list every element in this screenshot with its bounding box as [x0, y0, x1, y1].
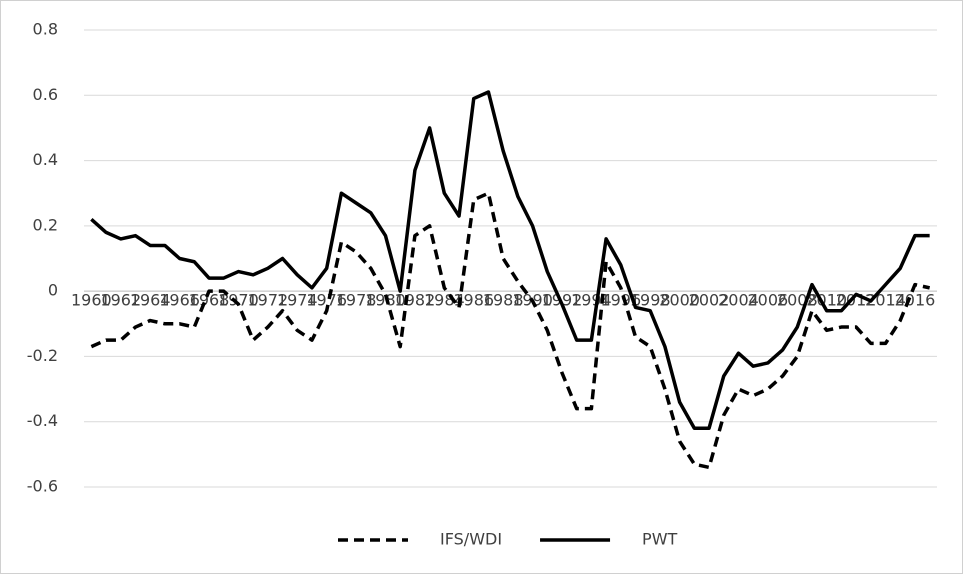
y-tick-label: 0: [48, 281, 58, 300]
x-tick-label: 1960: [71, 291, 112, 310]
x-tick-label: 2002: [689, 291, 730, 310]
y-tick-label: 0.4: [33, 150, 58, 169]
x-tick-label: 1984: [424, 291, 465, 310]
legend-label: IFS/WDI: [440, 530, 502, 549]
x-tick-label: 1968: [189, 291, 230, 310]
x-tick-label: 1964: [130, 291, 171, 310]
y-tick-label: -0.6: [27, 477, 58, 496]
x-tick-label: 2016: [895, 291, 936, 310]
x-tick-label: 1966: [159, 291, 200, 310]
x-tick-label: 2006: [748, 291, 789, 310]
y-tick-label: 0.2: [33, 215, 58, 234]
y-tick-label: 0.6: [33, 85, 58, 104]
x-tick-label: 1986: [453, 291, 494, 310]
y-tick-label: -0.2: [27, 346, 58, 365]
x-tick-label: 1976: [306, 291, 347, 310]
series-line: [90, 90, 930, 430]
x-tick-label: 1998: [630, 291, 671, 310]
x-tick-label: 1988: [483, 291, 524, 310]
y-tick-label: 0.8: [33, 20, 58, 39]
y-tick-label: -0.4: [27, 411, 58, 430]
x-tick-label: 2004: [718, 291, 759, 310]
x-tick-label: 1974: [277, 291, 318, 310]
x-tick-label: 1982: [395, 291, 436, 310]
x-tick-label: 1970: [218, 291, 259, 310]
x-tick-label: 2000: [659, 291, 700, 310]
legend-label: PWT: [642, 530, 677, 549]
x-tick-label: 1962: [100, 291, 141, 310]
x-tick-label: 1972: [247, 291, 288, 310]
x-tick-label: 1978: [336, 291, 377, 310]
